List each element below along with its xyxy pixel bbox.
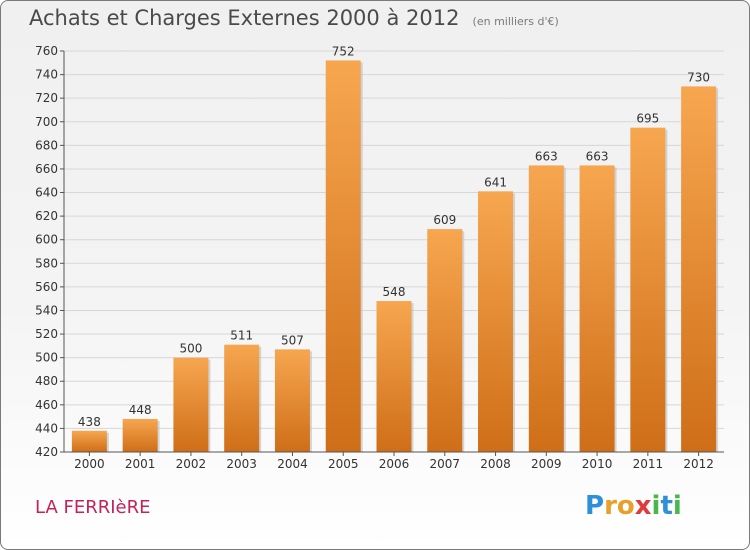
y-tick-label: 680: [35, 138, 58, 152]
x-tick-label: 2003: [226, 457, 257, 471]
data-label: 500: [179, 342, 202, 356]
logo-letter: o: [617, 491, 635, 521]
proxiti-logo[interactable]: Proxiti: [585, 491, 682, 521]
x-tick-label: 2011: [633, 457, 664, 471]
y-tick-label: 700: [35, 115, 58, 129]
bar: [681, 86, 716, 452]
bar: [427, 229, 462, 452]
data-label: 448: [129, 403, 152, 417]
y-tick-label: 420: [35, 445, 58, 459]
x-tick-label: 2002: [176, 457, 207, 471]
y-tick-label: 540: [35, 303, 58, 317]
y-tick-label: 620: [35, 209, 58, 223]
bar-chart: 438448500511 507752548609641663 663695730 …: [1, 1, 750, 550]
y-tick-label: 440: [35, 421, 58, 435]
data-label: 641: [484, 175, 507, 189]
bar: [377, 301, 412, 452]
y-tick-label: 740: [35, 68, 58, 82]
place-name: LA FERRIèRE: [35, 497, 150, 518]
data-label: 663: [586, 149, 609, 163]
x-tick-label: 2000: [74, 457, 105, 471]
chart-frame: Achats et Charges Externes 2000 à 2012 (…: [0, 0, 750, 550]
logo-letter: P: [585, 491, 604, 521]
y-tick-label: 480: [35, 374, 58, 388]
data-label: 548: [383, 285, 406, 299]
y-tick-label: 460: [35, 398, 58, 412]
bar: [478, 191, 513, 452]
y-tick-label: 760: [35, 44, 58, 58]
x-tick-label: 2012: [683, 457, 714, 471]
x-tick-label: 2008: [480, 457, 511, 471]
x-tick-label: 2004: [277, 457, 308, 471]
data-label: 438: [78, 415, 101, 429]
y-tick-label: 660: [35, 162, 58, 176]
bar: [173, 358, 208, 452]
y-tick-label: 720: [35, 91, 58, 105]
x-tick-label: 2007: [429, 457, 460, 471]
bar: [72, 431, 107, 452]
y-tick-label: 640: [35, 186, 58, 200]
x-tick-label: 2006: [379, 457, 410, 471]
data-label: 609: [433, 213, 456, 227]
x-tick-label: 2001: [125, 457, 156, 471]
x-tick-label: 2010: [582, 457, 613, 471]
y-tick-label: 500: [35, 351, 58, 365]
y-tick-label: 520: [35, 327, 58, 341]
logo-letter: r: [604, 491, 617, 521]
data-label: 730: [687, 70, 710, 84]
logo-letter: x: [635, 491, 652, 521]
bar: [123, 419, 158, 452]
y-tick-label: 600: [35, 233, 58, 247]
bar: [630, 128, 665, 452]
bar: [529, 165, 564, 452]
data-label: 752: [332, 44, 355, 58]
y-tick-label: 560: [35, 280, 58, 294]
data-label: 663: [535, 149, 558, 163]
bar: [326, 60, 361, 452]
x-tick-label: 2005: [328, 457, 359, 471]
bar: [275, 349, 310, 452]
x-tick-label: 2009: [531, 457, 562, 471]
logo-letter: t: [660, 491, 672, 521]
logo-letter: i: [652, 491, 661, 521]
bar: [580, 165, 615, 452]
data-label: 511: [230, 329, 253, 343]
bar-layer: [72, 60, 718, 452]
bar: [224, 345, 259, 452]
logo-letter: i: [673, 491, 682, 521]
data-label: 695: [636, 112, 659, 126]
y-tick-label: 580: [35, 256, 58, 270]
data-label: 507: [281, 333, 304, 347]
